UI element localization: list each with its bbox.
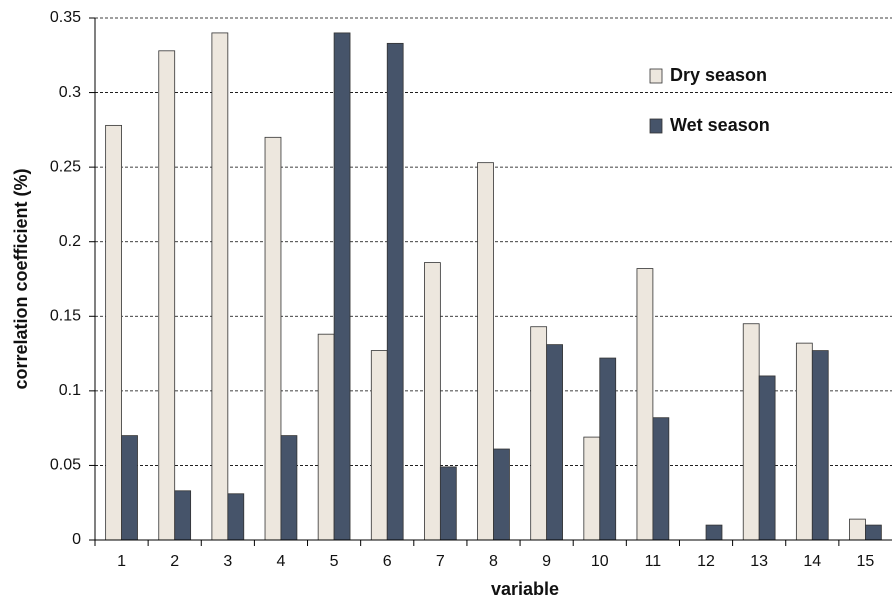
x-tick-label: 1 xyxy=(117,553,126,570)
bar xyxy=(636,268,654,541)
x-tick-label: 7 xyxy=(436,553,445,570)
legend-label: Dry season xyxy=(670,65,767,85)
x-tick-label: 14 xyxy=(803,553,821,570)
y-tick-label: 0.1 xyxy=(59,382,81,399)
y-tick-label: 0.2 xyxy=(59,233,81,250)
x-tick-label: 8 xyxy=(489,553,498,570)
bar xyxy=(333,32,351,541)
bar xyxy=(705,524,723,541)
x-tick-label: 2 xyxy=(170,553,179,570)
bar xyxy=(386,42,404,541)
x-tick-label: 3 xyxy=(223,553,232,570)
y-axis-title: correlation coefficient (%) xyxy=(11,168,31,389)
bar xyxy=(158,50,176,541)
bar xyxy=(583,436,601,541)
bar xyxy=(105,124,122,541)
bar xyxy=(546,344,563,541)
x-tick-label: 9 xyxy=(542,553,551,570)
x-tick-label: 10 xyxy=(591,553,609,570)
bar xyxy=(211,32,229,541)
legend-swatch xyxy=(649,118,663,134)
x-tick-label: 12 xyxy=(697,553,715,570)
bar xyxy=(227,493,245,541)
bar xyxy=(424,262,441,541)
bar xyxy=(439,466,457,541)
bar xyxy=(758,375,776,541)
y-tick-label: 0.25 xyxy=(50,158,81,175)
x-axis-title: variable xyxy=(491,579,559,599)
bar xyxy=(121,435,138,541)
bar xyxy=(652,417,670,541)
y-tick-label: 0.15 xyxy=(50,308,81,325)
x-tick-label: 4 xyxy=(277,553,286,570)
bar xyxy=(865,524,882,541)
bar xyxy=(493,448,510,541)
x-tick-label: 11 xyxy=(645,553,662,570)
bar xyxy=(742,323,760,541)
y-tick-label: 0.05 xyxy=(50,457,81,474)
x-tick-label: 15 xyxy=(857,553,875,570)
legend-label: Wet season xyxy=(670,115,770,135)
bar xyxy=(370,350,388,541)
bar xyxy=(599,357,617,541)
bar xyxy=(849,518,866,541)
bar xyxy=(317,333,335,541)
x-tick-label: 13 xyxy=(750,553,768,570)
x-tick-label: 5 xyxy=(330,553,339,570)
y-tick-label: 0 xyxy=(72,531,81,548)
y-tick-label: 0.3 xyxy=(59,84,81,101)
bar xyxy=(795,342,813,541)
bar xyxy=(477,162,494,541)
legend-swatch xyxy=(649,68,663,84)
bar xyxy=(264,136,282,541)
bar xyxy=(530,326,548,541)
y-tick-label: 0.35 xyxy=(50,9,81,26)
x-tick-label: 6 xyxy=(383,553,392,570)
bar xyxy=(174,490,192,541)
bar xyxy=(280,435,298,541)
bar xyxy=(811,350,829,541)
